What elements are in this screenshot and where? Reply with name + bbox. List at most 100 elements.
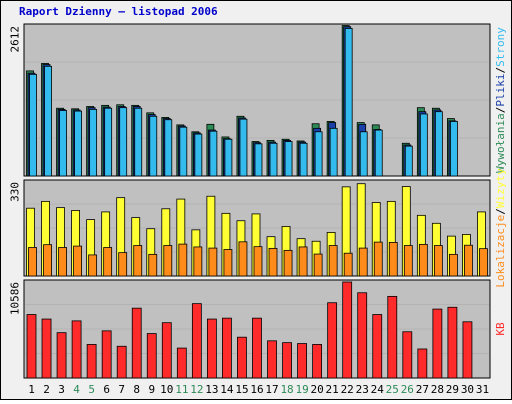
bottom-bar-kb-7 bbox=[116, 345, 127, 379]
top-legend-item-1: / bbox=[494, 107, 507, 114]
middle-bar-lokalizacje-15 bbox=[238, 241, 248, 277]
middle-bar-lokalizacje-14 bbox=[223, 249, 233, 277]
middle-bar-lokalizacje-18 bbox=[283, 249, 293, 277]
bottom-bar-kb-15 bbox=[237, 336, 247, 379]
day-label-23: 23 bbox=[356, 383, 369, 396]
middle-bar-lokalizacje-19 bbox=[298, 246, 308, 277]
middle-bar-lokalizacje-12 bbox=[193, 246, 203, 277]
top-bar-strony-8 bbox=[134, 107, 143, 177]
bottom-bar-kb-1 bbox=[26, 314, 37, 379]
day-label-10: 10 bbox=[160, 383, 173, 396]
top-legend: Wywołania/Pliki/Strony bbox=[494, 27, 507, 173]
middle-bar-lokalizacje-23 bbox=[358, 247, 368, 277]
day-label-9: 9 bbox=[148, 383, 155, 396]
bottom-panel: 10586 KB bbox=[9, 279, 507, 379]
bottom-bar-kb-29 bbox=[447, 306, 458, 379]
day-label-19: 19 bbox=[295, 383, 308, 396]
day-label-5: 5 bbox=[88, 383, 95, 396]
top-bar-strony-21 bbox=[329, 127, 338, 177]
bottom-bar-kb-14 bbox=[222, 317, 232, 379]
top-bar-strony-17 bbox=[269, 142, 278, 177]
day-label-17: 17 bbox=[265, 383, 278, 396]
bottom-bar-kb-25 bbox=[387, 295, 398, 379]
bottom-bar-kb-23 bbox=[357, 292, 368, 379]
middle-bar-lokalizacje-10 bbox=[163, 245, 173, 277]
day-label-24: 24 bbox=[371, 383, 385, 396]
top-legend-item-0: Wywołania bbox=[494, 113, 507, 173]
bottom-bar-kb-18 bbox=[282, 342, 292, 379]
day-label-7: 7 bbox=[118, 383, 125, 396]
middle-bar-lokalizacje-22 bbox=[343, 252, 353, 277]
middle-legend-item-0: Lokalizacje bbox=[494, 215, 507, 288]
day-label-29: 29 bbox=[446, 383, 459, 396]
middle-legend: Lokalizacje/Wizyty bbox=[494, 168, 507, 288]
middle-bar-lokalizacje-29 bbox=[449, 253, 458, 277]
day-label-26: 26 bbox=[401, 383, 414, 396]
top-bar-strony-18 bbox=[284, 141, 293, 177]
bottom-bar-kb-20 bbox=[312, 344, 323, 379]
top-bar-strony-12 bbox=[194, 133, 203, 177]
top-legend-item-2: Pliki bbox=[494, 74, 507, 107]
bottom-bar-kb-13 bbox=[206, 318, 217, 379]
day-label-16: 16 bbox=[250, 383, 263, 396]
top-bar-strony-22 bbox=[344, 28, 353, 177]
bottom-bar-kb-8 bbox=[131, 307, 142, 379]
middle-bar-lokalizacje-20 bbox=[313, 253, 323, 277]
middle-bar-lokalizacje-11 bbox=[178, 243, 188, 277]
bottom-bar-kb-9 bbox=[146, 333, 157, 379]
middle-bar-lokalizacje-24 bbox=[373, 241, 383, 277]
top-bar-strony-15 bbox=[239, 118, 248, 177]
chart-title: Raport Dzienny – listopad 2006 bbox=[19, 5, 218, 18]
top-bar-strony-16 bbox=[254, 143, 263, 177]
top-bar-strony-19 bbox=[299, 142, 308, 177]
bottom-bar-kb-5 bbox=[86, 344, 97, 379]
top-bar-strony-7 bbox=[119, 107, 128, 177]
day-label-13: 13 bbox=[205, 383, 218, 396]
top-bar-strony-29 bbox=[450, 121, 458, 177]
middle-bar-lokalizacje-30 bbox=[464, 244, 473, 277]
top-bar-strony-4 bbox=[74, 110, 82, 177]
bottom-bar-kb-26 bbox=[402, 331, 413, 379]
bottom-bar-kb-2 bbox=[41, 318, 52, 379]
day-label-3: 3 bbox=[58, 383, 65, 396]
bottom-bar-kb-17 bbox=[267, 340, 277, 379]
top-bar-strony-27 bbox=[419, 113, 428, 177]
day-label-11: 11 bbox=[175, 383, 188, 396]
top-bar-strony-3 bbox=[59, 110, 67, 177]
bottom-bar-kb-4 bbox=[71, 320, 82, 379]
middle-bar-lokalizacje-3 bbox=[58, 247, 67, 277]
day-label-1: 1 bbox=[28, 383, 35, 396]
middle-bar-lokalizacje-28 bbox=[433, 245, 443, 277]
middle-bar-lokalizacje-8 bbox=[133, 245, 143, 277]
top-bar-strony-11 bbox=[179, 126, 188, 177]
day-label-28: 28 bbox=[431, 383, 444, 396]
day-label-21: 21 bbox=[326, 383, 339, 396]
middle-bar-lokalizacje-13 bbox=[208, 247, 218, 277]
day-label-18: 18 bbox=[280, 383, 293, 396]
bottom-legend: KB bbox=[494, 322, 507, 336]
day-label-25: 25 bbox=[386, 383, 399, 396]
top-legend-item-4: Strony bbox=[494, 27, 507, 67]
top-bar-strony-23 bbox=[359, 131, 368, 177]
day-label-4: 4 bbox=[73, 383, 80, 396]
bottom-bar-kb-28 bbox=[432, 308, 443, 379]
top-bar-strony-5 bbox=[89, 108, 98, 177]
day-label-14: 14 bbox=[220, 383, 234, 396]
top-ymax-label: 2612 bbox=[9, 26, 22, 53]
day-label-2: 2 bbox=[43, 383, 50, 396]
bottom-legend-item-0: KB bbox=[494, 322, 507, 336]
middle-bar-lokalizacje-31 bbox=[479, 248, 488, 277]
middle-bar-lokalizacje-1 bbox=[28, 247, 37, 277]
bottom-bar-kb-3 bbox=[56, 332, 67, 379]
bottom-bar-kb-19 bbox=[297, 343, 307, 379]
middle-panel: 330 Lokalizacje/Wizyty bbox=[9, 168, 507, 288]
day-label-12: 12 bbox=[190, 383, 203, 396]
top-bar-strony-2 bbox=[44, 65, 52, 177]
panels: 2612Wywołania/Pliki/Strony330Lokalizacje… bbox=[9, 23, 507, 379]
middle-bar-lokalizacje-26 bbox=[403, 245, 413, 277]
middle-bar-lokalizacje-9 bbox=[148, 253, 158, 277]
middle-bar-lokalizacje-27 bbox=[418, 243, 428, 277]
middle-bar-lokalizacje-17 bbox=[268, 247, 278, 277]
bottom-bar-kb-6 bbox=[101, 330, 112, 379]
